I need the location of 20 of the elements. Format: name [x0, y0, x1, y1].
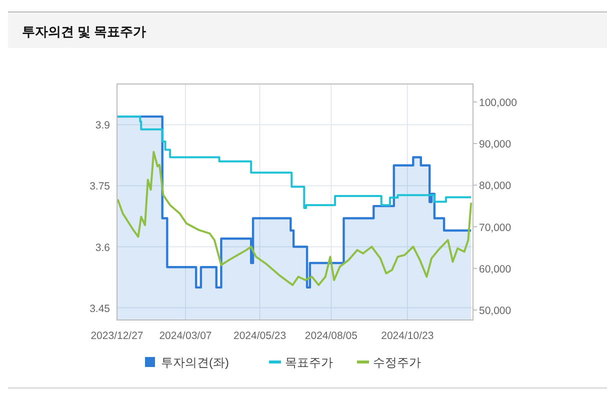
y2-tick-label: 50,000 [479, 305, 512, 318]
legend-label: 수정주가 [373, 356, 421, 370]
x-tick-label: 2023/12/27 [90, 330, 144, 342]
y-tick-label: 3.45 [90, 302, 110, 315]
chart-title: 투자의견 및 목표주가 [22, 24, 146, 39]
y2-tick-label: 90,000 [479, 138, 512, 151]
y2-tick-label: 80,000 [479, 180, 512, 192]
legend-label: 목표주가 [285, 356, 333, 370]
x-tick-label: 2024/03/07 [159, 330, 212, 342]
y-tick-label: 3.6 [95, 242, 110, 254]
y2-tick-label: 60,000 [479, 263, 512, 276]
x-tick-label: 2024/10/23 [381, 330, 434, 342]
line-series [116, 150, 472, 286]
x-tick-label: 2024/08/05 [304, 330, 358, 342]
x-tick-label: 2024/05/23 [234, 330, 286, 342]
legend-label: 투자의견(좌) [161, 356, 229, 370]
y-tick-label: 3.75 [90, 180, 110, 193]
y2-tick-label: 70,000 [479, 222, 512, 234]
y2-tick-label: 100,000 [479, 96, 518, 109]
y-tick-label: 3.9 [95, 120, 110, 132]
